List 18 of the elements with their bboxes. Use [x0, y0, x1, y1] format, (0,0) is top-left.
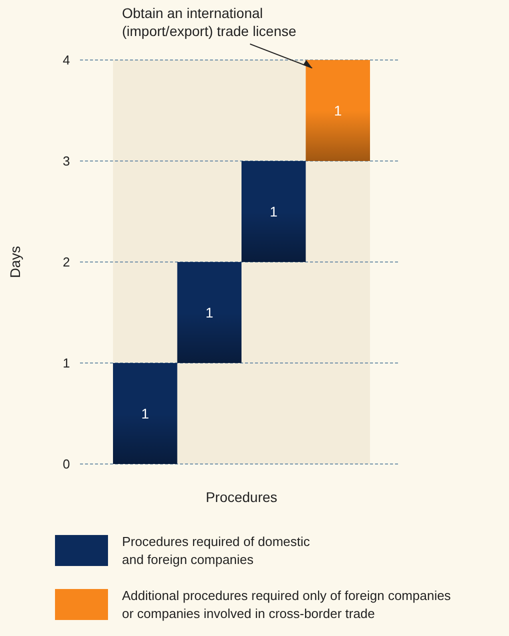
bar: [242, 161, 306, 262]
bar: [306, 60, 370, 161]
bar: [113, 363, 178, 464]
data-label: 1: [270, 203, 278, 220]
y-axis-title: Days: [7, 246, 23, 278]
data-label: 1: [205, 304, 214, 320]
y-tick-label: 0: [62, 456, 70, 472]
text: Obtain an international (import/export) trade license: [122, 5, 297, 39]
legend-label: Additional procedures required only of foreign companies or companies involved in cross-border trade: [122, 588, 452, 621]
y-tick-label: 3: [62, 154, 70, 169]
y-tick-label: 1: [62, 356, 70, 371]
bar: [177, 262, 242, 363]
y-tick-label: 4: [62, 52, 70, 68]
legend-label: Procedures required of domestic and foreign companies: [122, 534, 310, 567]
x-axis-title: Procedures: [206, 489, 278, 505]
data-label: 1: [334, 102, 342, 118]
y-tick-label: 2: [62, 254, 70, 270]
data-label: 1: [141, 405, 150, 422]
